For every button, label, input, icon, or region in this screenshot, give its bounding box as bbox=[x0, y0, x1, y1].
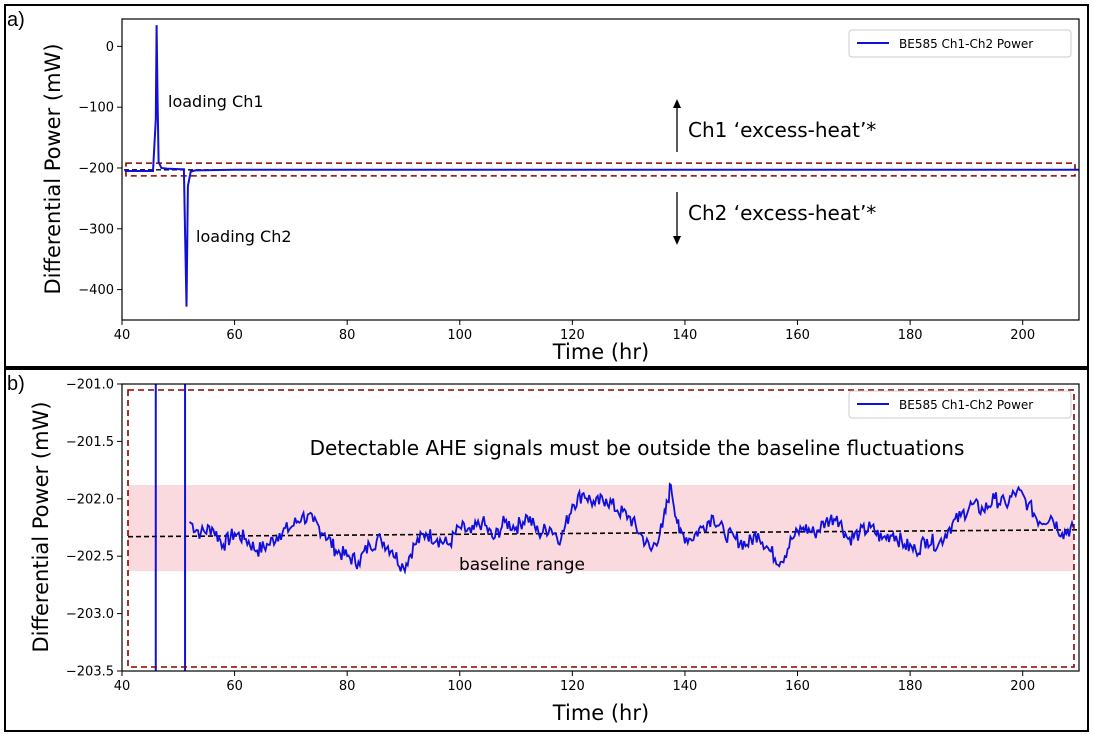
annotation-ch1-excess-heat: Ch1 ‘excess-heat’* bbox=[688, 118, 876, 142]
panel-a-chart: 40 60 80 100 120 140 160 180 200 0 −100 −200 −300 −40… bbox=[41, 18, 1080, 364]
panel-a-legend-label: BE585 Ch1-Ch2 Power bbox=[899, 37, 1033, 51]
panel-b-y-axis-label: Differential Power (mW) bbox=[29, 401, 53, 652]
panel-b-dashed-box bbox=[127, 389, 1075, 668]
panel-a-x-tick-label: 60 bbox=[226, 328, 243, 343]
annotation-baseline-range: baseline range bbox=[459, 555, 585, 575]
arrow-up-icon bbox=[673, 99, 681, 152]
panel-b-plot-frame bbox=[121, 383, 1080, 672]
panel-b-legend-label: BE585 Ch1-Ch2 Power bbox=[899, 398, 1033, 412]
panel-a-letter: a) bbox=[7, 9, 25, 31]
annotation-loading-ch2: loading Ch2 bbox=[196, 227, 292, 246]
panel-a-x-tick-label: 40 bbox=[114, 328, 131, 343]
panel-b-baseline-band bbox=[128, 485, 1074, 572]
annotation-detectable-signals: Detectable AHE signals must be outside t… bbox=[310, 436, 965, 460]
annotation-ch2-excess-heat: Ch2 ‘excess-heat’* bbox=[688, 201, 876, 225]
panel-a-x-tick-label: 200 bbox=[1010, 328, 1035, 343]
panel-a-x-axis-label: Time (hr) bbox=[552, 340, 649, 364]
panel-b-series-line bbox=[188, 482, 1075, 575]
arrow-down-icon bbox=[673, 192, 681, 245]
panel-a-plot-frame bbox=[121, 18, 1080, 321]
panel-a-x-tick-label: 80 bbox=[339, 328, 356, 343]
panel-a-y-axis-label: Differential Power (mW) bbox=[41, 43, 65, 294]
panel-a-x-tick-label: 140 bbox=[673, 328, 698, 343]
panel-b-x-tick-label: 140 bbox=[673, 679, 698, 694]
panel-a-x-tick-label: 180 bbox=[898, 328, 923, 343]
panel-a-y-tick-label: 0 bbox=[106, 40, 114, 55]
panel-a-border bbox=[4, 4, 1089, 368]
panel-b-x-tick-label: 40 bbox=[114, 679, 131, 694]
panel-b-baseline bbox=[127, 528, 1080, 538]
panel-a-x-tick-label: 160 bbox=[785, 328, 810, 343]
panel-b-y-tick-label: −201.0 bbox=[66, 378, 114, 393]
panel-b-y-tick-label: −201.5 bbox=[66, 435, 114, 450]
panel-a-series-line bbox=[124, 25, 1079, 307]
panel-b-letter: b) bbox=[7, 373, 25, 395]
panel-b-x-tick-label: 120 bbox=[560, 679, 585, 694]
panel-b-y-tick-label: −203.0 bbox=[66, 607, 114, 622]
panel-b-x-tick-label: 80 bbox=[339, 679, 356, 694]
panel-b-legend: BE585 Ch1-Ch2 Power bbox=[848, 390, 1072, 419]
panel-a-legend-box bbox=[848, 29, 1072, 58]
panel-b-border bbox=[4, 368, 1089, 732]
panel-b-y-tick-label: −202.5 bbox=[66, 550, 114, 565]
panel-b-x-tick-label: 200 bbox=[1010, 679, 1035, 694]
panel-a-x-tick-label: 100 bbox=[447, 328, 472, 343]
panel-a-y-tick-label: −200 bbox=[78, 161, 114, 176]
panel-a-x-tick-label: 120 bbox=[560, 328, 585, 343]
panel-b-x-tick-label: 160 bbox=[785, 679, 810, 694]
panel-b-x-tick-label: 100 bbox=[447, 679, 472, 694]
panel-a-legend: BE585 Ch1-Ch2 Power bbox=[848, 29, 1072, 58]
panel-a-y-tick-label: −400 bbox=[78, 283, 114, 298]
panel-a-y-tick-label: −100 bbox=[78, 101, 114, 116]
panel-b-x-axis-label: Time (hr) bbox=[552, 701, 649, 725]
annotation-loading-ch1: loading Ch1 bbox=[168, 92, 264, 111]
panel-b-x-tick-label: 180 bbox=[898, 679, 923, 694]
panel-b-legend-box bbox=[848, 390, 1072, 419]
panel-b-y-tick-label: −202.0 bbox=[66, 492, 114, 507]
panel-a-y-tick-label: −300 bbox=[78, 222, 114, 237]
panel-b-chart: 40 60 80 100 120 140 160 180 200 −201.0 −201.5 −202… bbox=[29, 378, 1080, 725]
panel-b-y-tick-label: −203.5 bbox=[66, 665, 114, 680]
panel-b-x-tick-label: 60 bbox=[226, 679, 243, 694]
